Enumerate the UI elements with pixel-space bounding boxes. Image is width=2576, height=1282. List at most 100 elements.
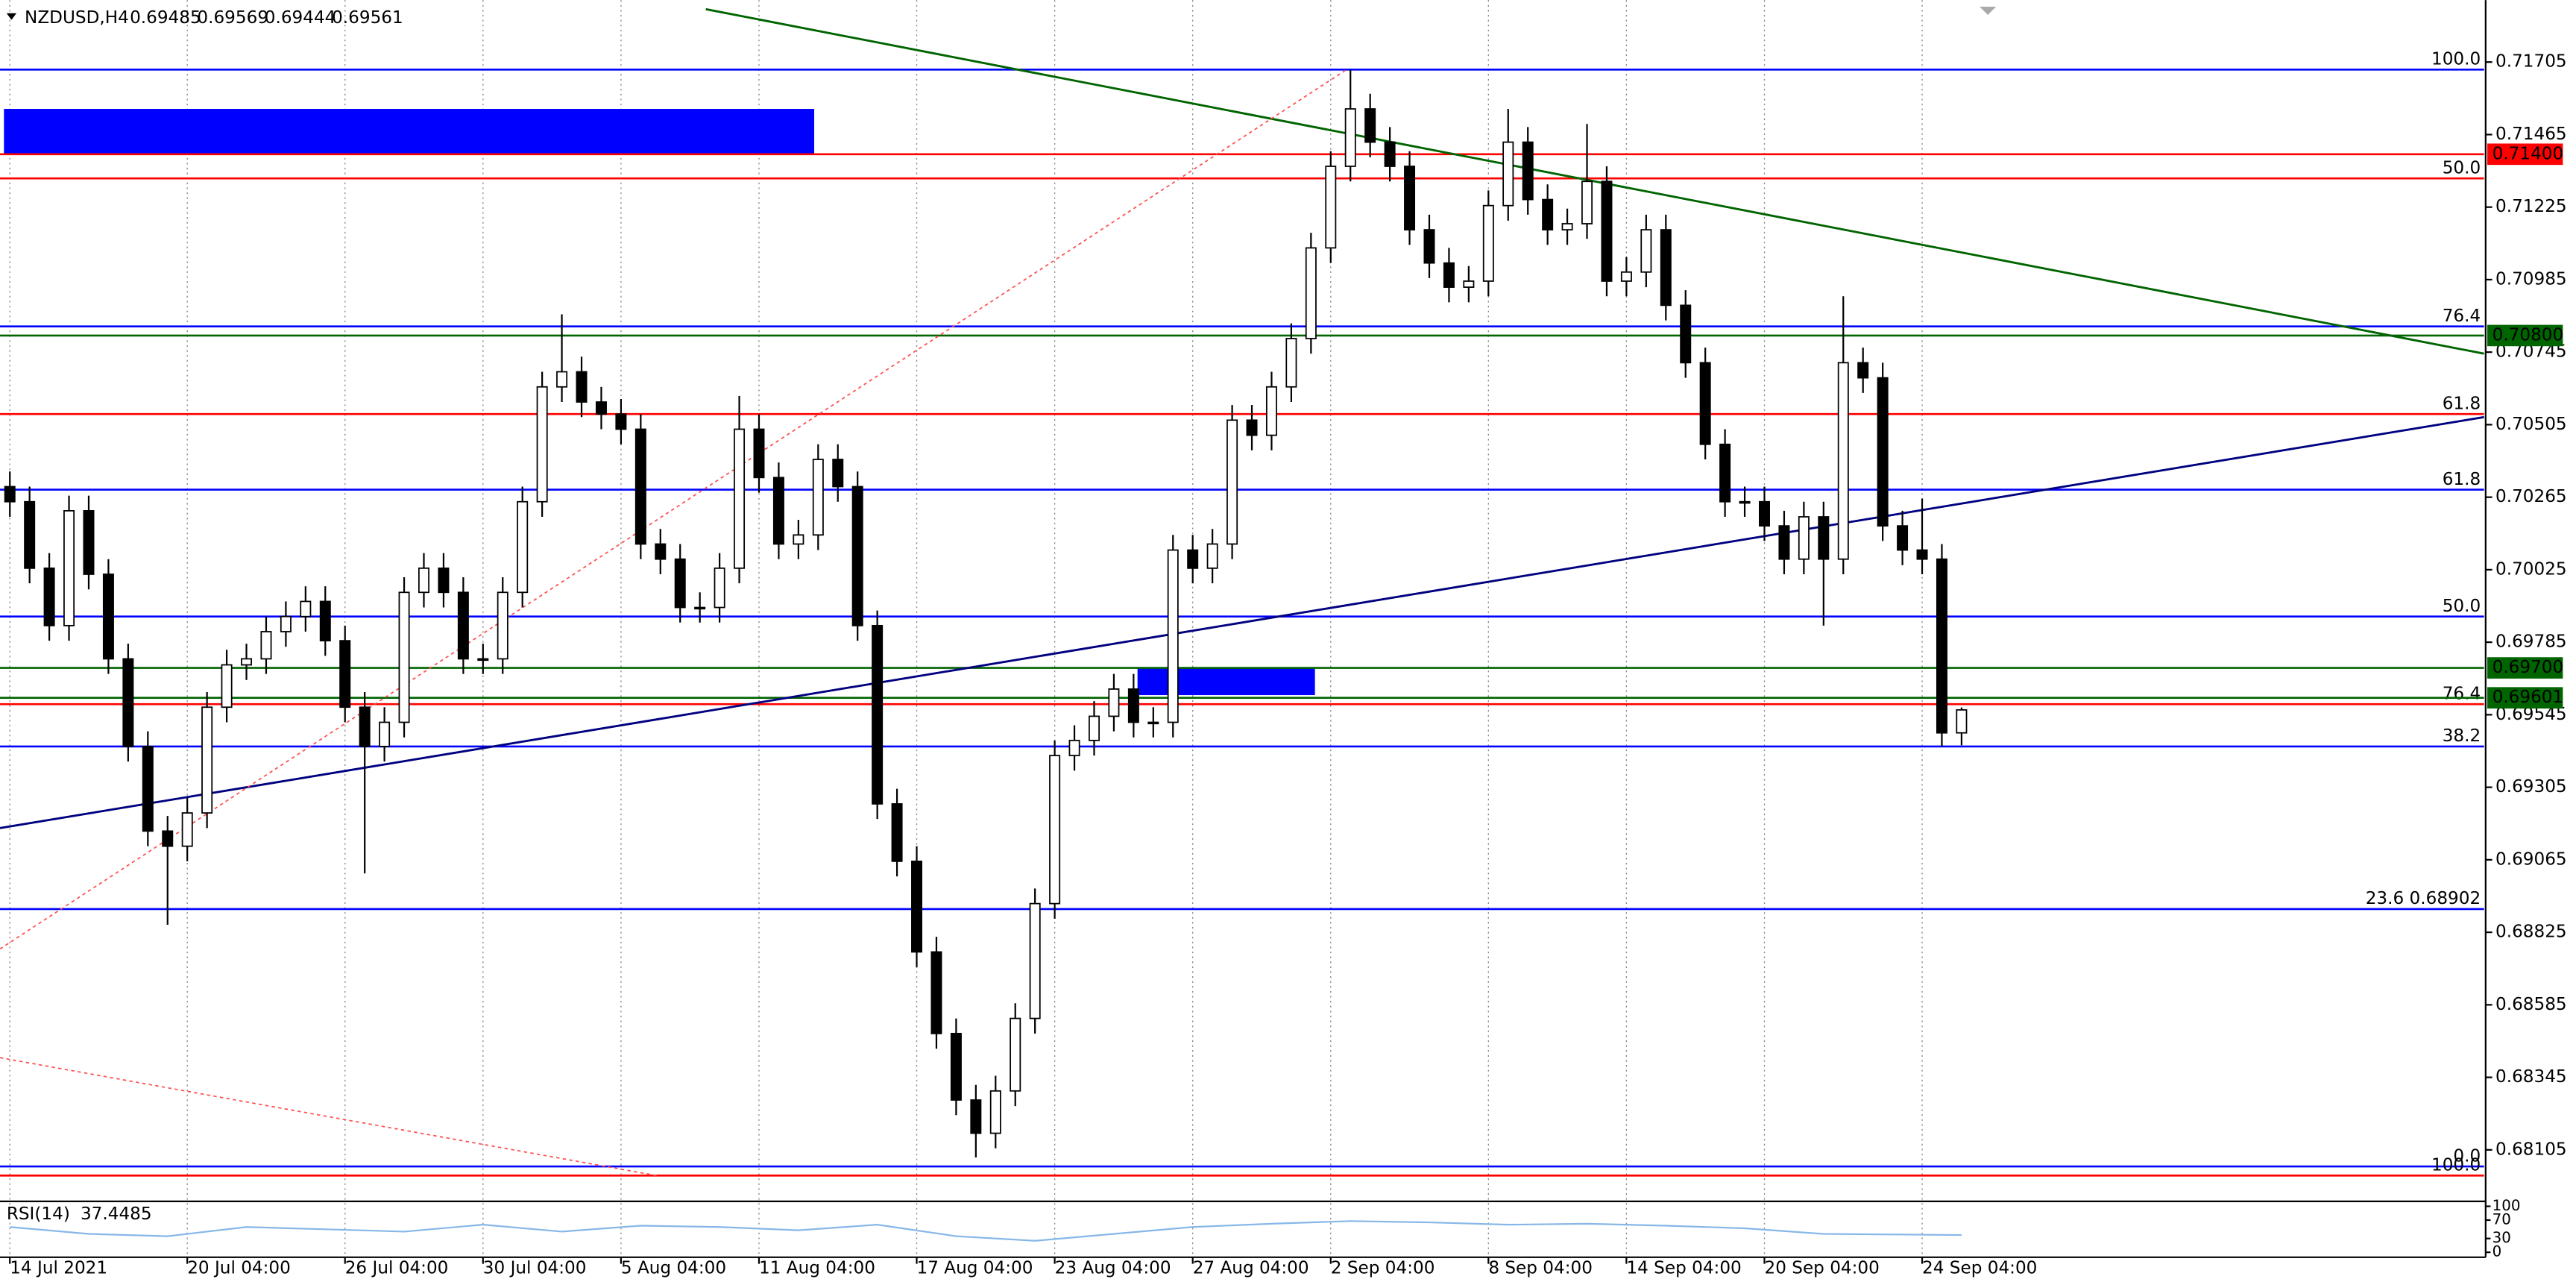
level-label: 76.4 — [2443, 307, 2481, 326]
x-tick-label: 23 Aug 04:00 — [1055, 1259, 1171, 1278]
candle-body — [1561, 223, 1573, 230]
candle-body — [714, 567, 725, 609]
rsi-value: 37.4485 — [81, 1204, 152, 1224]
zone — [1137, 667, 1315, 696]
candle-body — [1226, 419, 1238, 545]
x-tick-label: 14 Sep 04:00 — [1626, 1259, 1741, 1278]
candle-body — [1285, 338, 1297, 388]
plot-area: 100.0 50.0 76.4 61.8 61.8 50.0 76.4 38.2 23.6 0.… — [0, 0, 2484, 1257]
level-label: 61.8 — [2443, 470, 2481, 489]
candle-body — [1127, 688, 1139, 723]
y-tick-label: 0.68825 — [2495, 923, 2567, 942]
candle-body — [1581, 180, 1593, 224]
candle-body — [260, 631, 272, 660]
candle-body — [379, 721, 391, 747]
candle-body — [359, 706, 371, 747]
candle-body — [1936, 558, 1947, 734]
candle-body — [851, 486, 863, 626]
y-tick-label: 0.71225 — [2495, 197, 2567, 216]
candle-body — [1265, 386, 1277, 436]
x-tick-label: 2 Sep 04:00 — [1331, 1259, 1435, 1278]
candle-body — [615, 413, 627, 430]
candle-body — [1384, 141, 1396, 167]
candle-body — [1108, 688, 1120, 717]
y-tick-label: 0.70025 — [2495, 559, 2567, 579]
price-tag-label: 0.70800 — [2492, 325, 2564, 345]
rsi-y-tick-label: 70 — [2492, 1210, 2511, 1228]
y-tick-label: 0.70265 — [2495, 487, 2567, 506]
candle-body — [102, 574, 114, 660]
candle-body — [1187, 549, 1199, 569]
candle-body — [319, 600, 331, 641]
candle-body — [1029, 902, 1041, 1019]
candle-body — [1502, 141, 1514, 207]
level-label: 50.0 — [2443, 158, 2481, 177]
candle-body — [300, 600, 312, 618]
candle-body — [1680, 304, 1692, 364]
candle-body — [438, 567, 450, 594]
x-tick-label: 26 Jul 04:00 — [345, 1259, 449, 1278]
price-tag-label: 0.69700 — [2492, 658, 2564, 677]
symbol-title: NZDUSD,H4 — [25, 8, 129, 28]
candle-body — [241, 658, 253, 666]
candle-body — [1640, 229, 1652, 273]
candle-body — [457, 591, 469, 660]
candle-body — [43, 567, 55, 626]
candle-body — [655, 543, 667, 560]
y-tick-label: 0.69065 — [2495, 849, 2567, 869]
candle-body — [1877, 377, 1889, 527]
candle-body — [142, 746, 154, 832]
candle-body — [1719, 443, 1731, 503]
candle-body — [989, 1090, 1001, 1134]
candle-body — [1601, 180, 1613, 282]
level-label: 23.6 0.68902 — [2366, 889, 2481, 908]
candle-body — [1443, 262, 1455, 288]
candle-body — [63, 510, 75, 626]
candle-body — [694, 606, 706, 610]
zone — [4, 109, 815, 154]
candle-body — [1759, 500, 1770, 527]
candle-body — [1522, 141, 1534, 201]
candle-body — [181, 812, 193, 847]
candle-body — [634, 428, 646, 545]
candle-body — [872, 624, 884, 805]
candle-body — [1246, 419, 1258, 436]
y-tick-label: 0.70505 — [2495, 415, 2567, 434]
level-label: 0.0 — [2453, 1146, 2481, 1166]
candle-body — [221, 664, 233, 708]
header-close: 0.69561 — [332, 8, 403, 28]
candle-body — [398, 591, 410, 723]
candle-body — [753, 428, 765, 479]
level-label: 61.8 — [2443, 395, 2481, 414]
x-tick-label: 17 Aug 04:00 — [917, 1259, 1033, 1278]
price-tag — [2487, 687, 2563, 709]
price-tag — [2487, 143, 2563, 166]
candle-body — [418, 567, 429, 594]
trendline — [0, 415, 2484, 829]
x-tick-label: 20 Jul 04:00 — [187, 1259, 291, 1278]
candle-body — [832, 459, 844, 488]
level-label: 50.0 — [2443, 597, 2481, 616]
candle-body — [201, 706, 213, 814]
candle-body — [812, 459, 824, 536]
candle-body — [734, 428, 746, 569]
candle-body — [280, 615, 292, 632]
candle-body — [83, 510, 95, 575]
candle-body — [517, 500, 529, 594]
x-tick-label: 27 Aug 04:00 — [1193, 1259, 1309, 1278]
price-tag — [2487, 324, 2563, 347]
candle-body — [970, 1099, 982, 1134]
x-tick-label: 24 Sep 04:00 — [1922, 1259, 2037, 1278]
candle-body — [1897, 525, 1909, 551]
x-tick-label: 30 Jul 04:00 — [483, 1259, 587, 1278]
candle-body — [1482, 204, 1494, 282]
y-tick-label: 0.69305 — [2495, 777, 2567, 796]
candle-body — [1778, 525, 1790, 560]
candle-body — [497, 591, 508, 660]
candle-body — [477, 658, 489, 662]
candle-body — [950, 1032, 962, 1101]
menu-marker — [6, 13, 17, 20]
